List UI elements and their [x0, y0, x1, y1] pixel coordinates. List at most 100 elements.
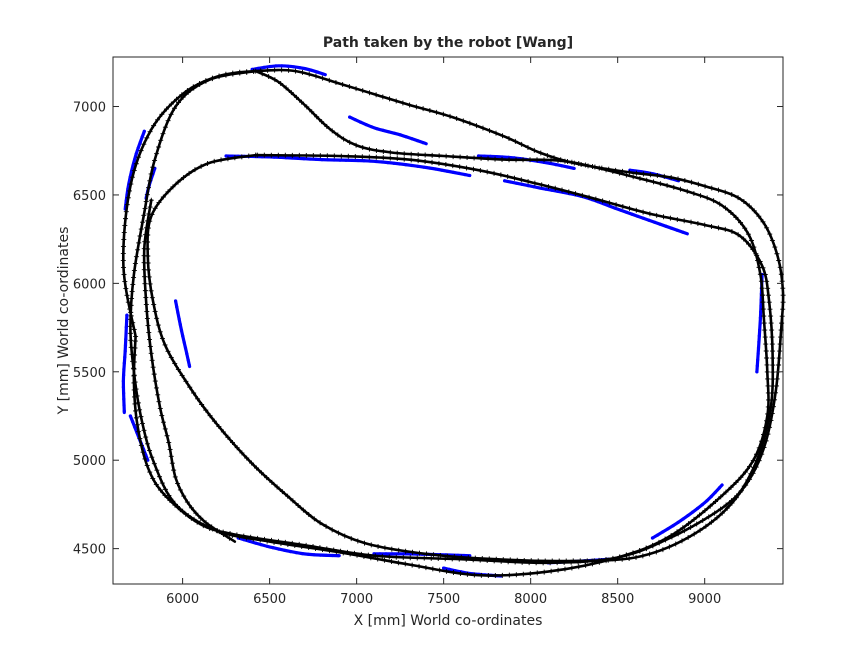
path-marker	[185, 512, 191, 518]
path-marker	[203, 407, 209, 413]
path-marker	[623, 172, 629, 178]
path-marker	[505, 173, 511, 179]
path-marker	[759, 310, 763, 314]
path-marker	[742, 225, 748, 231]
path-marker	[698, 193, 704, 199]
path-marker	[122, 373, 126, 377]
x-tick-label: 7000	[340, 592, 373, 607]
path-marker	[556, 558, 562, 564]
path-marker	[292, 543, 298, 549]
y-tick-label: 5500	[73, 366, 106, 381]
path-marker	[185, 89, 191, 95]
path-marker	[661, 214, 667, 220]
path-marker	[262, 65, 266, 69]
path-marker	[187, 363, 191, 368]
path-marker	[125, 195, 131, 201]
path-marker	[128, 414, 132, 418]
path-marker	[148, 288, 154, 294]
path-marker	[550, 188, 554, 192]
path-marker	[685, 535, 691, 541]
path-marker	[570, 558, 576, 564]
path-marker	[153, 385, 159, 391]
path-marker	[472, 555, 478, 561]
path-marker	[171, 467, 177, 473]
path-marker	[169, 460, 175, 466]
path-marker	[748, 237, 754, 243]
path-marker	[296, 152, 302, 158]
path-marker	[654, 212, 660, 218]
path-marker	[471, 572, 477, 578]
path-marker	[257, 537, 263, 543]
path-marker	[132, 345, 138, 351]
path-marker	[356, 158, 360, 163]
path-marker	[451, 170, 455, 174]
path-marker	[562, 158, 568, 164]
path-marker	[768, 404, 774, 410]
path-marker	[130, 365, 136, 371]
path-marker	[170, 184, 176, 190]
path-marker	[175, 481, 181, 487]
path-marker	[303, 152, 309, 158]
path-marker	[225, 156, 231, 162]
path-marker	[165, 348, 171, 354]
path-marker	[758, 278, 764, 284]
path-marker	[368, 159, 372, 163]
path-marker	[131, 372, 137, 378]
path-marker	[131, 420, 135, 424]
path-marker	[184, 499, 190, 505]
path-marker	[121, 230, 127, 236]
path-marker	[317, 153, 323, 159]
path-marker	[176, 311, 180, 315]
path-marker	[125, 319, 129, 323]
path-marker	[487, 128, 493, 134]
chart-title: Path taken by the robot [Wang]	[323, 35, 573, 51]
path-marker	[364, 123, 368, 127]
y-tick-label: 5000	[73, 454, 106, 469]
path-marker	[162, 124, 168, 130]
path-marker	[123, 343, 128, 347]
path-marker	[500, 133, 506, 139]
path-marker	[733, 214, 739, 220]
path-marker	[778, 271, 784, 277]
path-marker	[359, 154, 365, 160]
path-marker	[428, 555, 434, 561]
path-marker	[323, 523, 329, 529]
path-marker	[330, 553, 334, 558]
path-marker	[131, 268, 137, 274]
path-marker	[491, 170, 497, 176]
path-marker	[129, 288, 135, 294]
path-marker	[681, 218, 687, 224]
path-marker	[375, 543, 381, 549]
path-marker	[756, 451, 762, 457]
path-marker	[647, 211, 653, 217]
path-marker	[340, 550, 346, 556]
path-marker	[559, 187, 565, 193]
path-marker	[688, 524, 694, 530]
path-marker	[681, 528, 687, 534]
path-marker	[306, 512, 312, 518]
path-marker	[729, 192, 735, 198]
path-marker	[717, 486, 722, 490]
path-marker	[306, 71, 312, 77]
path-marker	[180, 508, 186, 514]
path-marker	[765, 285, 771, 291]
path-marker	[271, 546, 275, 550]
path-marker	[650, 536, 655, 540]
path-marker	[152, 308, 158, 314]
path-marker	[696, 506, 700, 510]
path-marker	[465, 555, 471, 561]
path-marker	[486, 556, 492, 562]
path-marker	[640, 209, 646, 215]
path-marker	[163, 106, 169, 112]
path-marker	[764, 369, 770, 375]
path-marker	[320, 158, 324, 162]
path-marker	[251, 68, 257, 74]
path-marker	[147, 281, 153, 287]
path-marker	[762, 271, 768, 277]
path-marker	[423, 551, 429, 557]
path-marker	[380, 155, 386, 161]
path-marker	[285, 493, 291, 499]
path-marker	[742, 469, 748, 475]
path-marker	[668, 533, 674, 539]
path-marker	[682, 177, 688, 183]
